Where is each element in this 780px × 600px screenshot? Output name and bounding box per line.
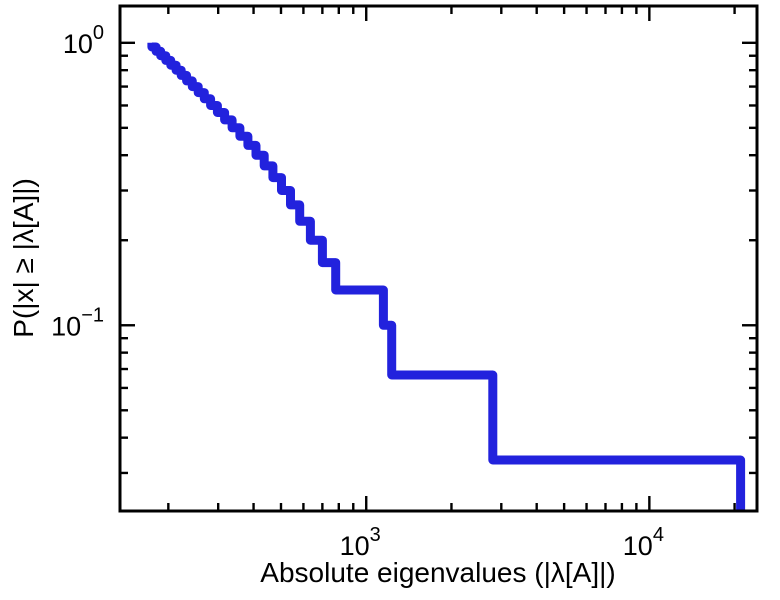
y-tick-label: 10−1 <box>51 304 104 341</box>
ccdf-step-line <box>147 42 746 511</box>
y-tick-label: 100 <box>63 22 104 59</box>
x-axis-ticks <box>167 6 736 511</box>
x-tick-label: 103 <box>340 524 381 561</box>
plot-border <box>118 4 759 513</box>
y-axis-label: P(|x| ≥ |λ[A]|) <box>8 178 39 338</box>
x-axis-label: Absolute eigenvalues (|λ[A]|) <box>260 557 616 588</box>
x-tick-label: 104 <box>623 524 664 561</box>
